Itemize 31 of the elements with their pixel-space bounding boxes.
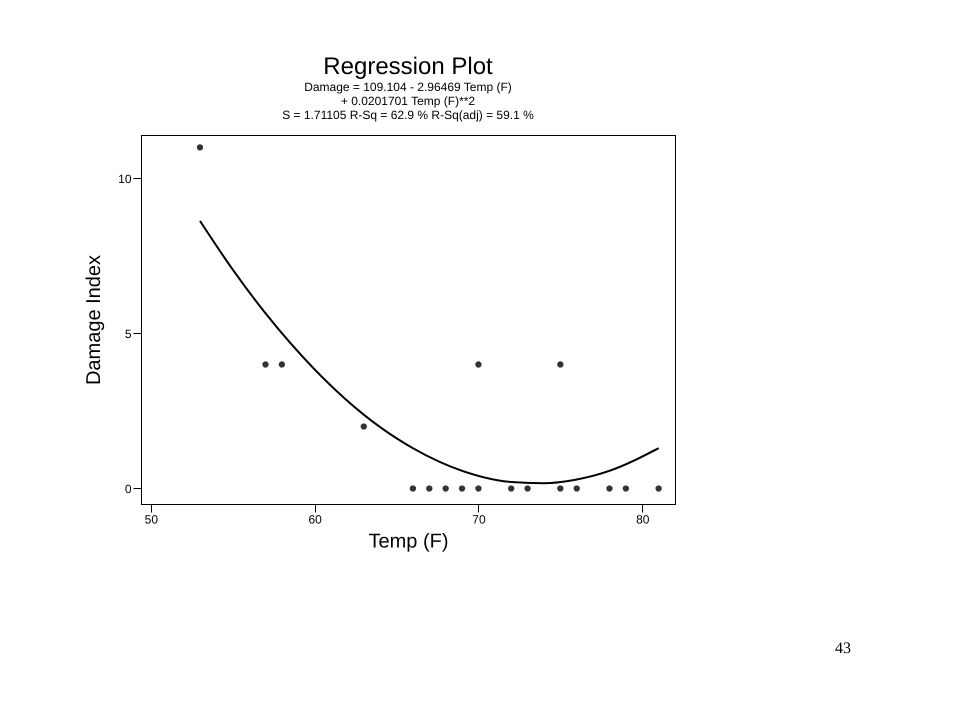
point bbox=[606, 485, 613, 492]
point bbox=[262, 361, 269, 368]
chart-subtitle: Damage = 109.104 - 2.96469 Temp (F) + 0.0201701 Temp (F)**2 S = 1.71105 R-Sq = 62.9 % R-Sq(adj) = 59.1 % bbox=[282, 80, 534, 122]
point bbox=[410, 485, 416, 492]
point bbox=[360, 423, 367, 430]
point bbox=[475, 361, 482, 368]
x-tick-label: 50 bbox=[144, 512, 158, 526]
point bbox=[622, 485, 630, 492]
y-tick-label: 0 bbox=[124, 482, 132, 496]
point bbox=[655, 485, 662, 492]
x-tick-label: 80 bbox=[636, 512, 650, 526]
y-tick-label: 5 bbox=[124, 326, 132, 341]
point bbox=[458, 485, 466, 492]
x-tick-label: 60 bbox=[308, 512, 322, 526]
x-axis-title: Temp (F) bbox=[368, 530, 448, 552]
y-axis-title: Damage Index bbox=[83, 254, 106, 386]
point bbox=[557, 361, 564, 368]
point bbox=[574, 485, 580, 492]
point bbox=[196, 144, 204, 151]
point bbox=[508, 485, 514, 492]
point bbox=[524, 485, 531, 492]
point bbox=[278, 361, 286, 368]
point bbox=[426, 485, 432, 492]
y-tick-label: 10 bbox=[118, 172, 132, 186]
point bbox=[475, 485, 482, 492]
line-series bbox=[198, 220, 660, 484]
point bbox=[442, 485, 449, 492]
x-tick-label: 70 bbox=[472, 512, 486, 526]
point bbox=[557, 485, 564, 492]
text: 43 bbox=[835, 640, 851, 658]
chart-title: Regression Plot bbox=[323, 53, 494, 80]
